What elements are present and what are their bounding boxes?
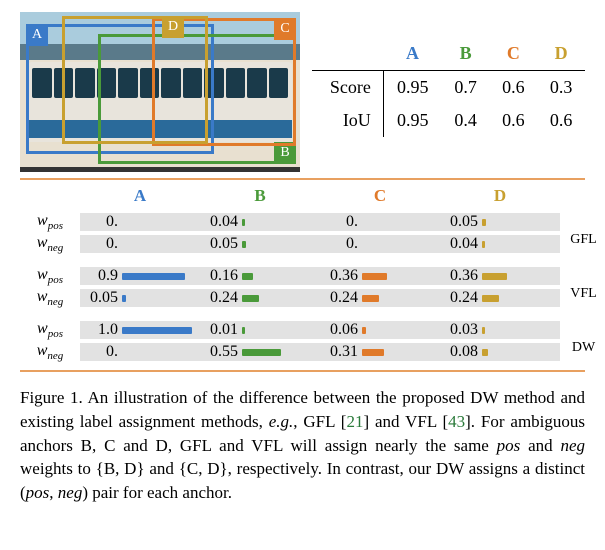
weight-cell: 0.04 xyxy=(200,213,320,231)
iou-A: 0.95 xyxy=(383,104,441,137)
figure-caption: Figure 1. An illustration of the differe… xyxy=(20,386,585,505)
col-D: D xyxy=(537,37,585,71)
mcol-B: B xyxy=(200,186,320,206)
iou-D: 0.6 xyxy=(537,104,585,137)
weight-label: wneg xyxy=(20,234,80,254)
methods-column-header: A B C D xyxy=(20,186,585,206)
bbox-label-A: A xyxy=(26,24,48,46)
mcol-C: C xyxy=(320,186,440,206)
score-A: 0.95 xyxy=(383,71,441,105)
weight-bar xyxy=(242,327,245,334)
score-table: A B C D Score 0.95 0.7 0.6 0.3 IoU 0.95 … xyxy=(312,12,585,137)
method-name-label: DW xyxy=(560,328,605,356)
weight-label: wneg xyxy=(20,288,80,308)
weight-label: wpos xyxy=(20,212,80,232)
weight-bar xyxy=(362,349,384,356)
col-B: B xyxy=(442,37,490,71)
weight-bar xyxy=(242,219,245,226)
weight-bar xyxy=(482,295,499,302)
weight-cell: 0.55 xyxy=(200,343,320,361)
weight-cell: 0.24 xyxy=(440,289,560,307)
score-D: 0.3 xyxy=(537,71,585,105)
weight-cell: 0.36 xyxy=(320,267,440,285)
weight-cell: 0.9 xyxy=(80,267,200,285)
bbox-D xyxy=(62,16,208,144)
weight-label: wneg xyxy=(20,342,80,362)
mcol-D: D xyxy=(440,186,560,206)
divider-bottom xyxy=(20,370,585,372)
method-name-label: GFL xyxy=(560,220,605,248)
method-VFL: wpos0.90.160.360.36VFLwneg0.050.240.240.… xyxy=(20,262,585,310)
weight-bar xyxy=(362,295,379,302)
weight-bar xyxy=(242,295,259,302)
weight-cell: 0.24 xyxy=(320,289,440,307)
weight-cell: 0.05 xyxy=(200,235,320,253)
method-row-GFL-neg: wneg0.0.050.0.04 xyxy=(20,232,585,256)
bbox-label-C: C xyxy=(274,18,296,40)
weight-bar xyxy=(482,349,488,356)
weight-cell: 0.05 xyxy=(440,213,560,231)
method-name-label: VFL xyxy=(560,274,605,302)
weight-bar xyxy=(482,241,485,248)
method-row-GFL-pos: wpos0.0.040.0.05GFL xyxy=(20,208,585,232)
weight-bar xyxy=(482,219,486,226)
weight-cell: 0.16 xyxy=(200,267,320,285)
weight-cell: 1.0 xyxy=(80,321,200,339)
weight-bar xyxy=(122,295,126,302)
top-row: ABCD A B C D Score 0.95 0.7 0.6 0.3 IoU … xyxy=(20,12,585,172)
col-C: C xyxy=(489,37,537,71)
weight-label: wpos xyxy=(20,320,80,340)
weight-bar xyxy=(362,273,387,280)
tram-image: ABCD xyxy=(20,12,300,172)
weight-bar xyxy=(242,273,253,280)
row-iou-label: IoU xyxy=(312,104,383,137)
weight-cell: 0.24 xyxy=(200,289,320,307)
divider xyxy=(20,178,585,180)
weight-cell: 0. xyxy=(320,213,440,231)
weight-cell: 0.36 xyxy=(440,267,560,285)
weight-label: wpos xyxy=(20,266,80,286)
weight-cell: 0. xyxy=(80,213,200,231)
weight-cell: 0.03 xyxy=(440,321,560,339)
col-A: A xyxy=(383,37,441,71)
weight-cell: 0.05 xyxy=(80,289,200,307)
weight-cell: 0. xyxy=(320,235,440,253)
weight-cell: 0. xyxy=(80,235,200,253)
weight-bar xyxy=(482,327,485,334)
mcol-A: A xyxy=(80,186,200,206)
score-B: 0.7 xyxy=(442,71,490,105)
method-row-VFL-pos: wpos0.90.160.360.36VFL xyxy=(20,262,585,286)
method-row-VFL-neg: wneg0.050.240.240.24 xyxy=(20,286,585,310)
bbox-label-D: D xyxy=(162,16,184,38)
weight-cell: 0.06 xyxy=(320,321,440,339)
weight-bar xyxy=(242,349,281,356)
row-score-label: Score xyxy=(312,71,383,105)
method-row-DW-neg: wneg0.0.550.310.08 xyxy=(20,340,585,364)
weight-bar xyxy=(362,327,366,334)
weight-cell: 0.04 xyxy=(440,235,560,253)
weight-bar xyxy=(122,273,185,280)
method-DW: wpos1.00.010.060.03DWwneg0.0.550.310.08 xyxy=(20,316,585,364)
weight-cell: 0.01 xyxy=(200,321,320,339)
weight-cell: 0.08 xyxy=(440,343,560,361)
weight-bar xyxy=(242,241,246,248)
score-C: 0.6 xyxy=(489,71,537,105)
method-row-DW-pos: wpos1.00.010.060.03DW xyxy=(20,316,585,340)
weight-bar xyxy=(122,327,192,334)
method-GFL: wpos0.0.040.0.05GFLwneg0.0.050.0.04 xyxy=(20,208,585,256)
weight-bar xyxy=(482,273,507,280)
weight-cell: 0.31 xyxy=(320,343,440,361)
weight-cell: 0. xyxy=(80,343,200,361)
iou-C: 0.6 xyxy=(489,104,537,137)
iou-B: 0.4 xyxy=(442,104,490,137)
